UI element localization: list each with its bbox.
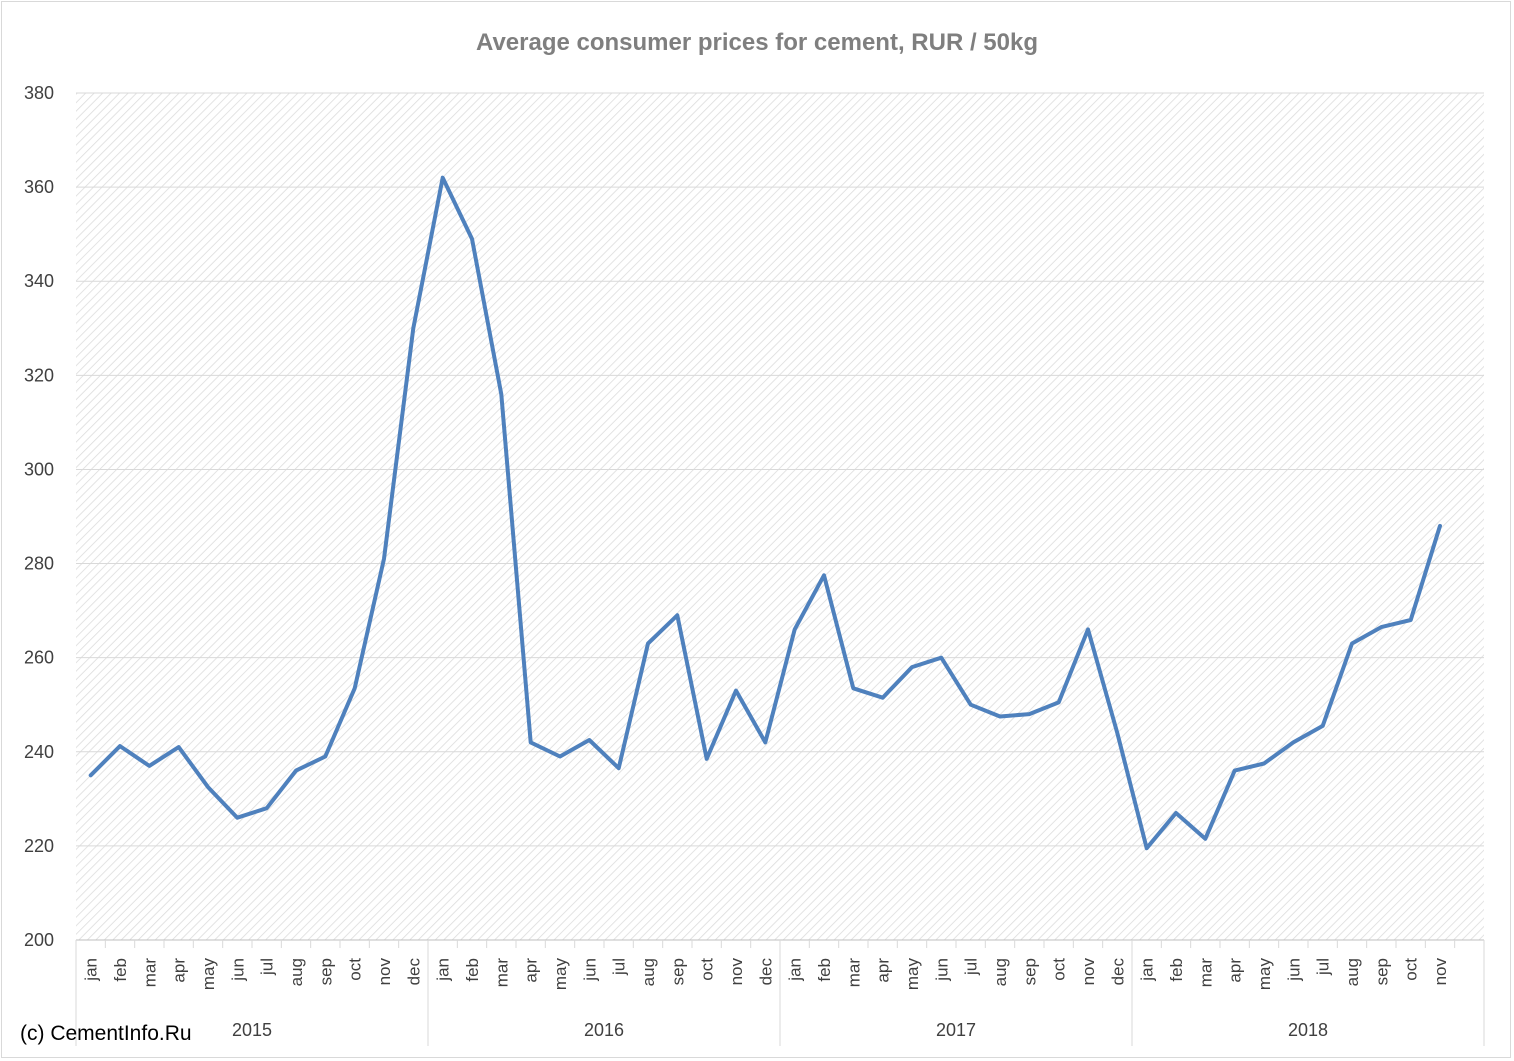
x-tick-label: oct bbox=[1402, 958, 1421, 981]
x-tick-label: feb bbox=[463, 958, 482, 982]
y-tick-label: 200 bbox=[24, 930, 54, 950]
x-tick-label: sep bbox=[1372, 958, 1391, 985]
x-tick-label: jan bbox=[82, 958, 101, 982]
year-group-label: 2017 bbox=[936, 1020, 976, 1040]
x-tick-label: jul bbox=[610, 958, 629, 976]
x-tick-label: may bbox=[903, 958, 922, 991]
x-tick-label: jul bbox=[962, 958, 981, 976]
x-tick-label: dec bbox=[404, 958, 423, 986]
x-tick-label: oct bbox=[698, 958, 717, 981]
x-tick-label: jan bbox=[786, 958, 805, 982]
x-tick-label: aug bbox=[639, 958, 658, 986]
x-tick-label: jun bbox=[228, 958, 247, 982]
x-tick-label: sep bbox=[1020, 958, 1039, 985]
y-tick-label: 260 bbox=[24, 648, 54, 668]
x-tick-label: oct bbox=[346, 958, 365, 981]
y-tick-label: 240 bbox=[24, 742, 54, 762]
x-tick-label: mar bbox=[492, 958, 511, 988]
x-tick-label: sep bbox=[668, 958, 687, 985]
x-tick-label: aug bbox=[1343, 958, 1362, 986]
x-tick-label: jan bbox=[434, 958, 453, 982]
x-tick-label: sep bbox=[316, 958, 335, 985]
x-tick-label: apr bbox=[522, 958, 541, 983]
x-tick-label: feb bbox=[815, 958, 834, 982]
x-tick-label: mar bbox=[140, 958, 159, 988]
copyright-watermark: (c) CementInfo.Ru bbox=[20, 1022, 192, 1045]
x-tick-label: jun bbox=[932, 958, 951, 982]
x-tick-label: apr bbox=[170, 958, 189, 983]
year-group-label: 2016 bbox=[584, 1020, 624, 1040]
series-line bbox=[88, 175, 1442, 851]
x-tick-label: mar bbox=[844, 958, 863, 988]
x-tick-label: mar bbox=[1196, 958, 1215, 988]
y-tick-label: 220 bbox=[24, 836, 54, 856]
x-tick-label: apr bbox=[874, 958, 893, 983]
year-group-label: 2018 bbox=[1288, 1020, 1328, 1040]
plot-area bbox=[76, 93, 1484, 940]
x-tick-label: jan bbox=[1138, 958, 1157, 982]
y-axis: 200 220 240 260 280 300 320 340 360 380 bbox=[24, 83, 54, 950]
x-tick-label: dec bbox=[1108, 958, 1127, 986]
x-tick-label: nov bbox=[727, 958, 746, 986]
x-tick-label: aug bbox=[991, 958, 1010, 986]
x-tick-label: may bbox=[199, 958, 218, 991]
series-layer bbox=[88, 175, 1442, 851]
y-tick-label: 380 bbox=[24, 83, 54, 103]
chart-title: Average consumer prices for cement, RUR … bbox=[476, 29, 1038, 56]
x-tick-label: may bbox=[1255, 958, 1274, 991]
year-group-label: 2015 bbox=[232, 1020, 272, 1040]
x-tick-label: aug bbox=[287, 958, 306, 986]
x-tick-label: nov bbox=[1079, 958, 1098, 986]
y-tick-label: 280 bbox=[24, 554, 54, 574]
x-tick-label: nov bbox=[375, 958, 394, 986]
x-tick-label: oct bbox=[1050, 958, 1069, 981]
x-tick-label: apr bbox=[1226, 958, 1245, 983]
y-tick-label: 300 bbox=[24, 459, 54, 479]
x-tick-label: feb bbox=[1167, 958, 1186, 982]
x-tick-label: jul bbox=[258, 958, 277, 976]
x-tick-label: may bbox=[551, 958, 570, 991]
x-tick-label: nov bbox=[1431, 958, 1450, 986]
x-tick-label: jul bbox=[1314, 958, 1333, 976]
x-tick-label: jun bbox=[580, 958, 599, 982]
y-tick-label: 360 bbox=[24, 177, 54, 197]
y-tick-label: 320 bbox=[24, 365, 54, 385]
y-tick-label: 340 bbox=[24, 271, 54, 291]
x-tick-label: jun bbox=[1284, 958, 1303, 982]
x-tick-label: feb bbox=[111, 958, 130, 982]
x-tick-label: dec bbox=[756, 958, 775, 986]
x-axis: jan feb mar apr may jun jul aug sep oct nov dec jan f… bbox=[75, 939, 1485, 1046]
